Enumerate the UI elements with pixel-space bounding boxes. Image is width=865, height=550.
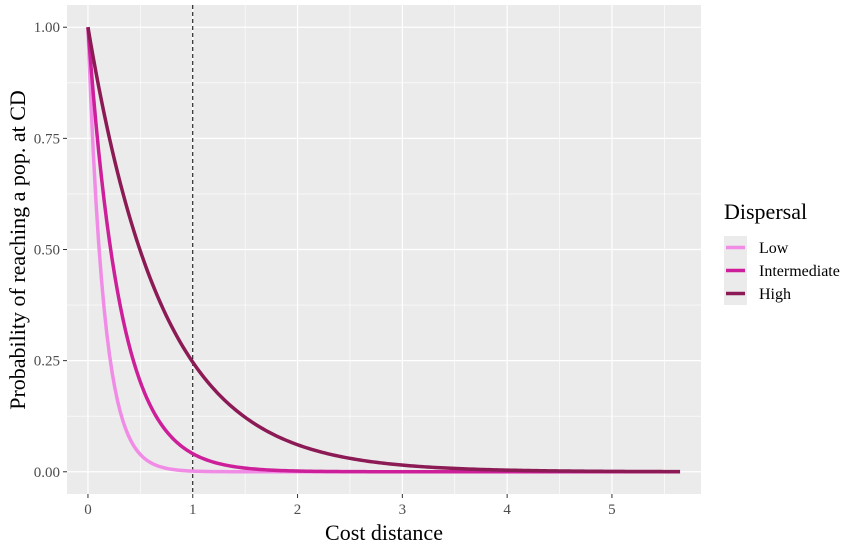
x-axis-title: Cost distance: [325, 520, 443, 545]
series-layer: [86, 26, 681, 474]
x-tick-label: 3: [399, 502, 407, 518]
y-tick-label: 1.00: [34, 20, 60, 36]
grid-major: [67, 5, 701, 494]
legend-items: Low Intermediate High: [724, 236, 840, 305]
y-tick-label: 0.50: [34, 243, 60, 259]
legend-title: Dispersal: [724, 199, 807, 224]
y-axis-title: Probability of reaching a pop. at CD: [5, 90, 30, 410]
x-tick-label: 0: [84, 502, 92, 518]
y-tick-label: 0.25: [34, 354, 60, 370]
legend-label-intermediate: Intermediate: [759, 263, 840, 280]
x-tick-label: 2: [294, 502, 302, 518]
series-line-high: [86, 26, 681, 474]
legend-label-low: Low: [759, 240, 789, 257]
x-tick-label: 5: [608, 502, 616, 518]
legend: Dispersal Low Intermediate High: [724, 199, 840, 305]
x-tick-label: 1: [189, 502, 197, 518]
legend-label-high: High: [759, 286, 791, 303]
x-axis: 0 1 2 3 4 5: [84, 494, 616, 518]
y-axis: 0.00 0.25 0.50 0.75 1.00: [34, 20, 67, 481]
y-tick-label: 0.75: [34, 131, 60, 147]
y-tick-label: 0.00: [34, 465, 60, 481]
x-tick-label: 4: [503, 502, 511, 518]
